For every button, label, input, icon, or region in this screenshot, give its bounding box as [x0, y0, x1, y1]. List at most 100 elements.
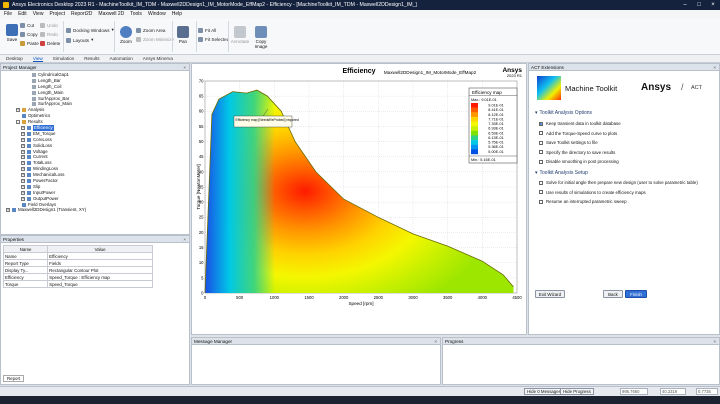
efficiency-contour-plot[interactable]: Efficiency Maxwell2DDesign1_IM_MotorMode…: [192, 64, 526, 334]
expand-toggle-icon[interactable]: +: [21, 190, 25, 195]
close-icon[interactable]: ×: [711, 2, 715, 8]
tree-item[interactable]: + TotalLoss: [1, 160, 189, 166]
annotate-button[interactable]: Annotate: [229, 26, 251, 44]
option-checkbox-row[interactable]: Resume an interrupted parametric sweep: [539, 199, 627, 204]
expand-toggle-icon[interactable]: +: [21, 178, 25, 183]
minimize-icon[interactable]: –: [683, 2, 687, 8]
tree-item[interactable]: + WindingLoss: [1, 166, 189, 172]
checkbox[interactable]: [539, 180, 543, 185]
tree-item[interactable]: + SolidLoss: [1, 143, 189, 149]
report-tab[interactable]: Report: [3, 375, 25, 382]
option-checkbox-row[interactable]: Use results of simulations to create eff…: [539, 190, 646, 195]
checkbox[interactable]: [539, 199, 543, 204]
zoom-button[interactable]: Zoom: [115, 26, 137, 44]
table-row[interactable]: Display Ty... Rectangular Contour Plot: [2, 266, 153, 274]
expand-toggle-icon[interactable]: [16, 203, 20, 207]
tree-item[interactable]: + MechanicalLoss: [1, 172, 189, 178]
option-checkbox-row[interactable]: Specify the directory to save results: [539, 150, 615, 155]
tree-item[interactable]: - Results: [1, 119, 189, 125]
expand-toggle-icon[interactable]: +: [21, 143, 25, 148]
table-row[interactable]: Efficiency Speed_Torque : Efficiency map: [2, 273, 153, 281]
tree-item[interactable]: SurfApprox_Main: [1, 101, 189, 107]
expand-toggle-icon[interactable]: [26, 73, 30, 77]
close-icon[interactable]: ×: [434, 339, 437, 344]
option-checkbox-row[interactable]: Solve for initial angle then prepare new…: [539, 180, 698, 185]
expand-toggle-icon[interactable]: +: [6, 208, 10, 213]
tab-results[interactable]: Results: [84, 56, 100, 61]
exit-wizard-button[interactable]: Exit Wizard: [535, 290, 565, 298]
menu-item-report2d[interactable]: Report2D: [71, 11, 93, 17]
checkbox[interactable]: [539, 159, 543, 164]
zoom-minimize-button[interactable]: Zoom Minimize: [136, 37, 174, 42]
pan-button[interactable]: Pan: [172, 26, 194, 44]
tab-ansys-minerva[interactable]: Ansys Minerva: [142, 56, 173, 61]
paste-button[interactable]: Paste: [20, 41, 39, 46]
tree-item[interactable]: + Slip: [1, 184, 189, 190]
tree-item[interactable]: + OutputPower: [1, 196, 189, 202]
close-icon[interactable]: ×: [713, 65, 716, 70]
expand-toggle-icon[interactable]: [26, 91, 30, 95]
checkbox[interactable]: [539, 140, 543, 145]
expand-toggle-icon[interactable]: +: [21, 131, 25, 136]
option-checkbox-row[interactable]: Disable smoothing in post processing: [539, 159, 619, 164]
close-icon[interactable]: ×: [183, 237, 186, 242]
hide-messages-button[interactable]: Hide 0 Messages: [524, 388, 564, 395]
menu-item-maxwell-2d[interactable]: Maxwell 2D: [98, 11, 125, 17]
expand-toggle-icon[interactable]: +: [21, 196, 25, 201]
layouts-dropdown[interactable]: Layouts ▾: [66, 37, 93, 43]
back-button[interactable]: Back: [603, 290, 623, 298]
tree-item[interactable]: + Voltage: [1, 149, 189, 155]
expand-toggle-icon[interactable]: +: [21, 184, 25, 189]
tree-item[interactable]: Length_Main: [1, 90, 189, 96]
tree-item[interactable]: Length_Bar: [1, 78, 189, 84]
tree-item[interactable]: + CoreLoss: [1, 137, 189, 143]
cut-button[interactable]: Cut: [20, 23, 34, 28]
tree-item[interactable]: CylindricalGap1: [1, 72, 189, 78]
checkbox[interactable]: [539, 190, 543, 194]
tree-item[interactable]: + Maxwell2DDesign1 (Transient, XY): [1, 207, 189, 213]
expand-toggle-icon[interactable]: +: [21, 155, 25, 160]
tree-item[interactable]: + EM_Torque: [1, 131, 189, 137]
expand-toggle-icon[interactable]: +: [21, 167, 25, 172]
menu-item-file[interactable]: File: [4, 11, 13, 17]
tab-view[interactable]: View: [32, 56, 43, 62]
tree-item[interactable]: + Current: [1, 154, 189, 160]
option-checkbox-row[interactable]: ✓ Keep transient data in toolkit database: [539, 121, 621, 126]
copy-image-button[interactable]: Copy Image: [250, 26, 272, 49]
maximize-icon[interactable]: □: [697, 2, 701, 8]
expand-toggle-icon[interactable]: +: [21, 137, 25, 142]
tab-automation[interactable]: Automation: [109, 56, 133, 61]
checkbox[interactable]: [539, 131, 543, 135]
color-legend[interactable]: Efficiency map Max.: 9.01E-01 9.01E-018.…: [468, 87, 518, 164]
tree-item[interactable]: Length_Coil: [1, 84, 189, 90]
expand-toggle-icon[interactable]: [16, 114, 20, 118]
fit-all-button[interactable]: Fit All: [198, 28, 216, 33]
expand-toggle-icon[interactable]: [26, 85, 30, 89]
option-checkbox-row[interactable]: Save Toolkit settings to file: [539, 140, 598, 145]
finish-button[interactable]: Finish: [625, 290, 647, 298]
option-checkbox-row[interactable]: Add the Torque-Speed curve to plots: [539, 131, 617, 136]
expand-toggle-icon[interactable]: [26, 79, 30, 83]
expand-toggle-icon[interactable]: +: [21, 149, 25, 154]
tree-item[interactable]: + Analysis: [1, 107, 189, 113]
expand-toggle-icon[interactable]: [26, 102, 30, 106]
hide-progress-button[interactable]: Hide Progress: [560, 388, 594, 395]
docking-windows-dropdown[interactable]: Docking Windows ▾: [66, 27, 114, 33]
expand-toggle-icon[interactable]: +: [21, 173, 25, 178]
expand-toggle-icon[interactable]: +: [21, 161, 25, 166]
tree-item[interactable]: Field Overlays: [1, 202, 189, 208]
table-row[interactable]: Report Type Fields: [2, 259, 153, 267]
menu-item-help[interactable]: Help: [171, 11, 183, 17]
delete-button[interactable]: Delete: [40, 41, 60, 46]
menu-item-edit[interactable]: Edit: [18, 11, 27, 17]
table-row[interactable]: Name Efficiency: [2, 252, 153, 260]
fit-selected-button[interactable]: Fit Selected: [198, 37, 229, 42]
checkbox[interactable]: ✓: [539, 121, 544, 126]
redo-button[interactable]: Redo: [40, 32, 58, 37]
table-row[interactable]: Torque Speed_Torque: [2, 280, 153, 288]
tab-simulation[interactable]: Simulation: [52, 56, 75, 61]
tree-item[interactable]: + Efficiency: [1, 125, 189, 131]
tree-item[interactable]: SurfApprox_Bar: [1, 96, 189, 102]
copy-button[interactable]: Copy: [20, 32, 38, 37]
close-icon[interactable]: ×: [183, 65, 186, 70]
